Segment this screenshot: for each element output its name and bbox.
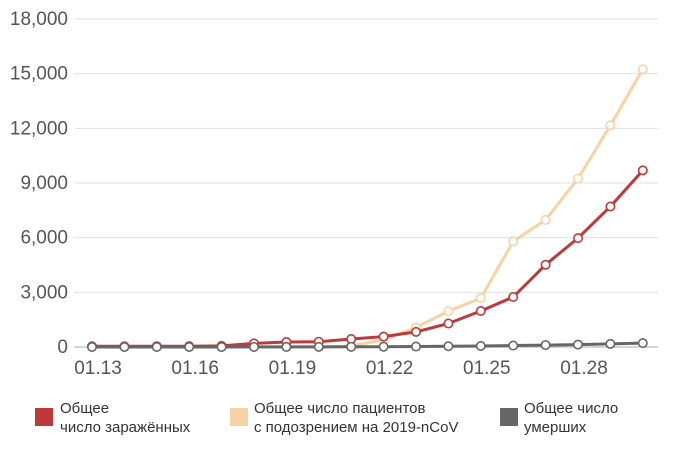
legend-label: число заражённых: [60, 419, 191, 436]
data-point: [637, 64, 648, 75]
data-point: [184, 341, 195, 352]
data-point: [605, 120, 616, 131]
data-point: [475, 293, 486, 304]
y-tick-label: 9,000: [20, 173, 68, 194]
data-point: [572, 339, 583, 350]
data-point: [443, 318, 454, 329]
x-tick-label: 01.22: [366, 358, 414, 379]
legend-label: Общее число пациентов: [254, 400, 426, 417]
x-tick-label: 01.28: [560, 358, 608, 379]
series-0: [87, 64, 648, 352]
data-point: [119, 341, 130, 352]
y-tick-label: 12,000: [10, 118, 68, 139]
legend-swatch: [230, 408, 248, 426]
series-line-0: [90, 67, 645, 349]
data-point: [378, 331, 389, 342]
data-point: [540, 259, 551, 270]
x-tick-label: 01.19: [269, 358, 317, 379]
data-point: [572, 233, 583, 244]
data-point: [151, 341, 162, 352]
data-point: [410, 341, 421, 352]
legend-item-2: Общее число умерших: [500, 400, 618, 436]
y-tick-label: 6,000: [20, 228, 68, 249]
data-point: [540, 340, 551, 351]
x-tick-label: 01.16: [171, 358, 219, 379]
data-point: [216, 341, 227, 352]
data-point: [87, 341, 98, 352]
data-point: [475, 340, 486, 351]
data-point: [540, 214, 551, 225]
series-line-1: [90, 168, 645, 348]
data-point: [346, 341, 357, 352]
legend-item-1: Общее число заражённых: [35, 400, 191, 436]
legend-label: умерших: [524, 419, 587, 436]
series-1: [87, 165, 648, 352]
legend-item-0: Общее число пациентов с подозрением на 20…: [230, 400, 458, 436]
data-point: [443, 306, 454, 317]
legend-swatch: [500, 408, 518, 426]
data-point: [605, 201, 616, 212]
data-point: [443, 341, 454, 352]
data-point: [605, 338, 616, 349]
data-point: [508, 236, 519, 247]
x-tick-label: 01.25: [463, 358, 511, 379]
grid-lines: [74, 18, 658, 348]
y-tick-label: 0: [57, 337, 68, 358]
y-tick-label: 18,000: [10, 9, 68, 30]
data-point: [378, 341, 389, 352]
data-point: [637, 165, 648, 176]
series-line-2: [90, 341, 645, 349]
data-point: [249, 341, 260, 352]
series-2: [87, 338, 648, 352]
series-lines: [87, 64, 648, 352]
legend-label: с подозрением на 2019-nCoV: [254, 419, 458, 436]
data-point: [313, 341, 324, 352]
data-point: [508, 291, 519, 302]
y-axis-labels: 0 3,000 6,000 9,000 12,000 15,000 18,000: [10, 9, 68, 358]
data-point: [410, 326, 421, 337]
data-point: [475, 306, 486, 317]
data-point: [637, 338, 648, 349]
y-tick-label: 3,000: [20, 282, 68, 303]
data-point: [508, 340, 519, 351]
x-axis-labels: 01.13 01.16 01.19 01.22 01.25 01.28: [74, 358, 608, 379]
legend: Общее число заражённых Общее число пациент…: [35, 400, 618, 436]
data-point: [572, 173, 583, 184]
y-tick-label: 15,000: [10, 64, 68, 85]
legend-swatch: [35, 408, 53, 426]
legend-label: Общее: [60, 400, 109, 417]
x-tick-label: 01.13: [74, 358, 122, 379]
data-point: [281, 341, 292, 352]
legend-label: Общее число: [524, 400, 618, 417]
